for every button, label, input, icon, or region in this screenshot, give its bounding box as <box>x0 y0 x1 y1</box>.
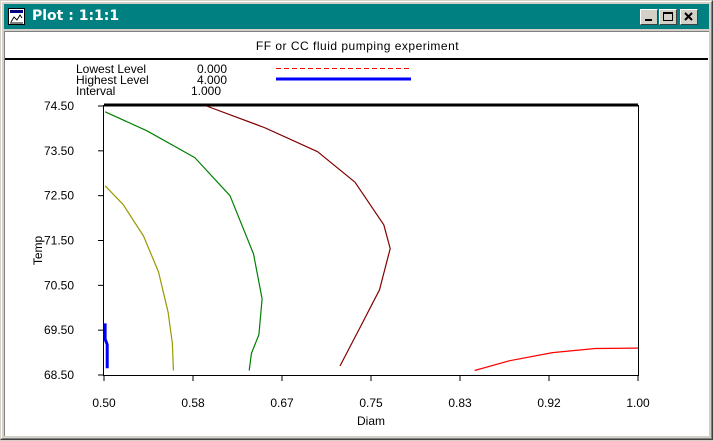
plot-title: FF or CC fluid pumping experiment <box>255 39 460 53</box>
legend-interval-value: 1.000 <box>191 84 222 98</box>
plot-frame <box>103 105 639 376</box>
contour-line-3 <box>206 105 391 367</box>
y-axis-label: Temp <box>31 236 45 266</box>
x-tick-label: 0.50 <box>92 396 116 410</box>
maximize-icon <box>663 12 673 21</box>
x-tick-label: 1.00 <box>626 396 650 410</box>
title-bar[interactable]: Plot : 1:1:1 <box>4 4 709 29</box>
close-icon <box>684 12 693 21</box>
contour-line-4 <box>474 347 639 372</box>
y-tick-label: 70.50 <box>44 278 74 292</box>
y-tick-label: 71.50 <box>44 234 74 248</box>
close-button[interactable] <box>680 9 698 25</box>
y-tick-label: 68.50 <box>44 368 74 382</box>
legend-highest-value: 4.000 <box>197 73 228 87</box>
x-tick-label: 0.92 <box>537 396 561 410</box>
title-divider <box>5 58 708 60</box>
plot-app-icon <box>8 8 25 25</box>
x-tick-label: 0.83 <box>448 396 472 410</box>
contour-line-0 <box>103 323 109 369</box>
minimize-button[interactable] <box>640 9 658 25</box>
y-tick-label: 73.50 <box>44 144 74 158</box>
minimize-icon <box>645 19 652 21</box>
contour-line-2 <box>104 111 263 371</box>
x-tick-label: 0.58 <box>181 396 205 410</box>
plot-area <box>4 31 709 436</box>
maximize-button[interactable] <box>659 9 677 25</box>
x-tick-label: 0.67 <box>270 396 294 410</box>
legend-lowest-value: 0.000 <box>197 62 228 76</box>
window-title: Plot : 1:1:1 <box>32 8 120 24</box>
contour-line-1 <box>104 185 174 371</box>
y-tick-label: 72.50 <box>44 189 74 203</box>
legend-lowest-label: Lowest Level <box>76 62 147 76</box>
x-tick-label: 0.75 <box>359 396 383 410</box>
y-tick-label: 69.50 <box>44 323 74 337</box>
legend-interval-label: Interval <box>76 84 116 98</box>
y-tick-label: 74.50 <box>44 99 74 113</box>
x-axis-label: Diam <box>357 414 385 428</box>
legend-highest-label: Highest Level <box>76 73 149 87</box>
